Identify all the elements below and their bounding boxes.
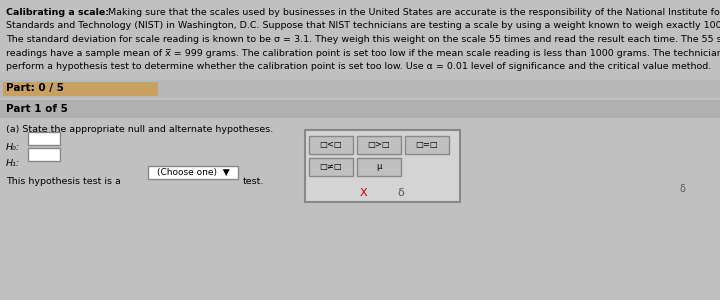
Bar	[28, 131, 60, 145]
Text: Part 1 of 5: Part 1 of 5	[6, 103, 68, 113]
Text: The standard deviation for scale reading is known to be σ = 3.1. They weigh this: The standard deviation for scale reading…	[6, 35, 720, 44]
Text: H₀:: H₀:	[6, 143, 20, 152]
Text: □=□: □=□	[415, 140, 438, 149]
Text: perform a hypothesis test to determine whether the calibration point is set too : perform a hypothesis test to determine w…	[6, 62, 711, 71]
Text: δ: δ	[397, 188, 405, 199]
Bar	[405, 136, 449, 154]
Bar	[0, 80, 720, 98]
Text: □≠□: □≠□	[320, 162, 343, 171]
Text: Part: 0 / 5: Part: 0 / 5	[6, 83, 64, 94]
Bar	[3, 82, 158, 95]
Text: Making sure that the scales used by businesses in the United States are accurate: Making sure that the scales used by busi…	[108, 8, 720, 17]
Bar	[28, 148, 60, 160]
Text: Standards and Technology (NIST) in Washington, D.C. Suppose that NIST technician: Standards and Technology (NIST) in Washi…	[6, 22, 720, 31]
Text: X: X	[360, 188, 368, 199]
Text: (Choose one)  ▼: (Choose one) ▼	[157, 168, 229, 177]
Bar	[309, 158, 353, 175]
Text: This hypothesis test is a: This hypothesis test is a	[6, 178, 121, 187]
Text: test.: test.	[243, 178, 264, 187]
Text: (a) State the appropriate null and alternate hypotheses.: (a) State the appropriate null and alter…	[6, 125, 274, 134]
Text: Calibrating a scale:: Calibrating a scale:	[6, 8, 109, 17]
Text: readings have a sample mean of x̅ = 999 grams. The calibration point is set too : readings have a sample mean of x̅ = 999 …	[6, 49, 720, 58]
Text: μ: μ	[377, 162, 382, 171]
Text: H₁:: H₁:	[6, 160, 20, 169]
Text: □>□: □>□	[368, 140, 390, 149]
Bar	[0, 100, 720, 118]
Bar	[357, 158, 401, 175]
Text: δ: δ	[680, 184, 686, 194]
Bar	[305, 130, 460, 202]
Bar	[357, 136, 401, 154]
Text: □<□: □<□	[320, 140, 343, 149]
Bar	[309, 136, 353, 154]
Bar	[148, 166, 238, 178]
